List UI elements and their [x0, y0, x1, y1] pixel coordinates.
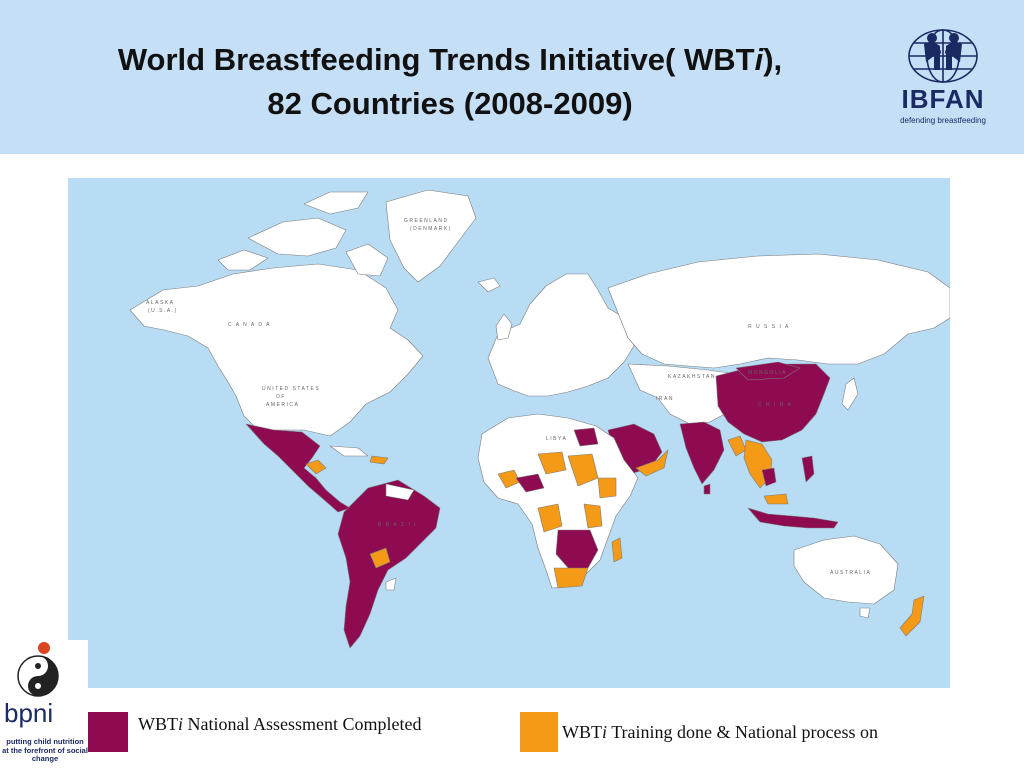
land-cuba [329, 445, 369, 457]
label-usa-line2: OF [276, 394, 286, 400]
label-usa-abbr: (U.S.A.) [148, 308, 178, 314]
country-mexico [245, 423, 351, 513]
legend-swatch-assessment [88, 712, 128, 752]
country-caribbean-orange [369, 455, 389, 465]
country-china [715, 363, 831, 443]
land-australia [793, 535, 899, 605]
label-usa-line1: UNITED STATES [262, 386, 320, 392]
label-russia: R U S S I A [748, 324, 790, 330]
world-map: GREENLAND (DENMARK) ALASKA (U.S.A.) C A … [68, 178, 950, 688]
country-uruguay-white [385, 577, 397, 591]
bpni-yin-yang-icon [17, 642, 59, 697]
label-alaska: ALASKA [146, 300, 174, 306]
country-indonesia [747, 507, 839, 529]
label-china: C H I N A [758, 402, 792, 408]
country-ghana-nigeria [515, 473, 545, 493]
country-south-africa [553, 567, 589, 589]
country-venezuela-white [385, 483, 415, 501]
bpni-tagline: putting child nutrition at the forefront… [2, 737, 88, 763]
ibfan-logo: IBFAN defending breastfeeding [888, 26, 998, 130]
ibfan-wordmark: IBFAN [901, 84, 985, 114]
country-niger-chad [537, 451, 567, 475]
bpni-wordmark: bpni [4, 698, 54, 728]
legend-swatch-training [520, 712, 558, 752]
legend-label-training: WBTi Training done & National process on [562, 722, 878, 742]
label-canada: C A N A D A [228, 322, 271, 328]
world-map-svg: GREENLAND (DENMARK) ALASKA (U.S.A.) C A … [68, 178, 950, 688]
label-brazil: B R A Z I L [378, 522, 418, 528]
country-madagascar [611, 537, 623, 563]
label-greenland: GREENLAND [404, 218, 449, 224]
bpni-logo: bpni putting child nutrition at the fore… [0, 640, 88, 768]
title-line-2: 82 Countries (2008-2009) [267, 86, 633, 121]
country-mongolia [735, 361, 801, 381]
country-malaysia [763, 493, 789, 505]
country-guatemala-honduras [305, 459, 327, 475]
land-tasmania [859, 607, 871, 619]
country-kenya-tanzania [583, 503, 603, 529]
label-australia: AUSTRALIA [830, 570, 871, 576]
land-iceland [477, 277, 501, 293]
page-title: World Breastfeeding Trends Initiative( W… [40, 38, 860, 126]
header-banner: World Breastfeeding Trends Initiative( W… [0, 0, 1024, 154]
land-south-america [337, 479, 441, 649]
country-philippines [801, 455, 815, 483]
ibfan-tagline: defending breastfeeding [900, 116, 986, 125]
label-usa-line3: AMERICA [266, 402, 299, 408]
legend-label-assessment: WBTi National Assessment Completed [138, 714, 422, 734]
country-yemen-oman [635, 449, 669, 477]
land-arctic-islands [217, 191, 389, 277]
map-labels: GREENLAND (DENMARK) ALASKA (U.S.A.) C A … [146, 218, 871, 576]
country-central-africa [537, 503, 563, 533]
ibfan-globe-icon [908, 29, 978, 83]
country-ethiopia [597, 477, 617, 499]
country-paraguay [369, 547, 391, 569]
label-kazakhstan: KAZAKHSTAN [668, 374, 716, 380]
land-north-america [129, 263, 424, 437]
land-africa [477, 413, 639, 589]
land-middle-east-west-asia [627, 363, 745, 425]
label-denmark: (DENMARK) [410, 226, 452, 232]
country-new-zealand [899, 595, 925, 637]
title-line-1: World Breastfeeding Trends Initiative( W… [117, 42, 783, 77]
label-iran: IRAN [656, 396, 674, 402]
label-mongolia: MONGOLIA [748, 370, 787, 376]
label-libya: LIBYA [546, 436, 567, 442]
country-egypt [573, 427, 599, 447]
land-greenland [385, 189, 477, 283]
land-uk [495, 313, 513, 341]
country-india [679, 421, 725, 485]
country-cambodia [761, 467, 777, 487]
country-sri-lanka [703, 483, 711, 495]
land-japan [841, 377, 859, 411]
land-russia [607, 253, 950, 369]
